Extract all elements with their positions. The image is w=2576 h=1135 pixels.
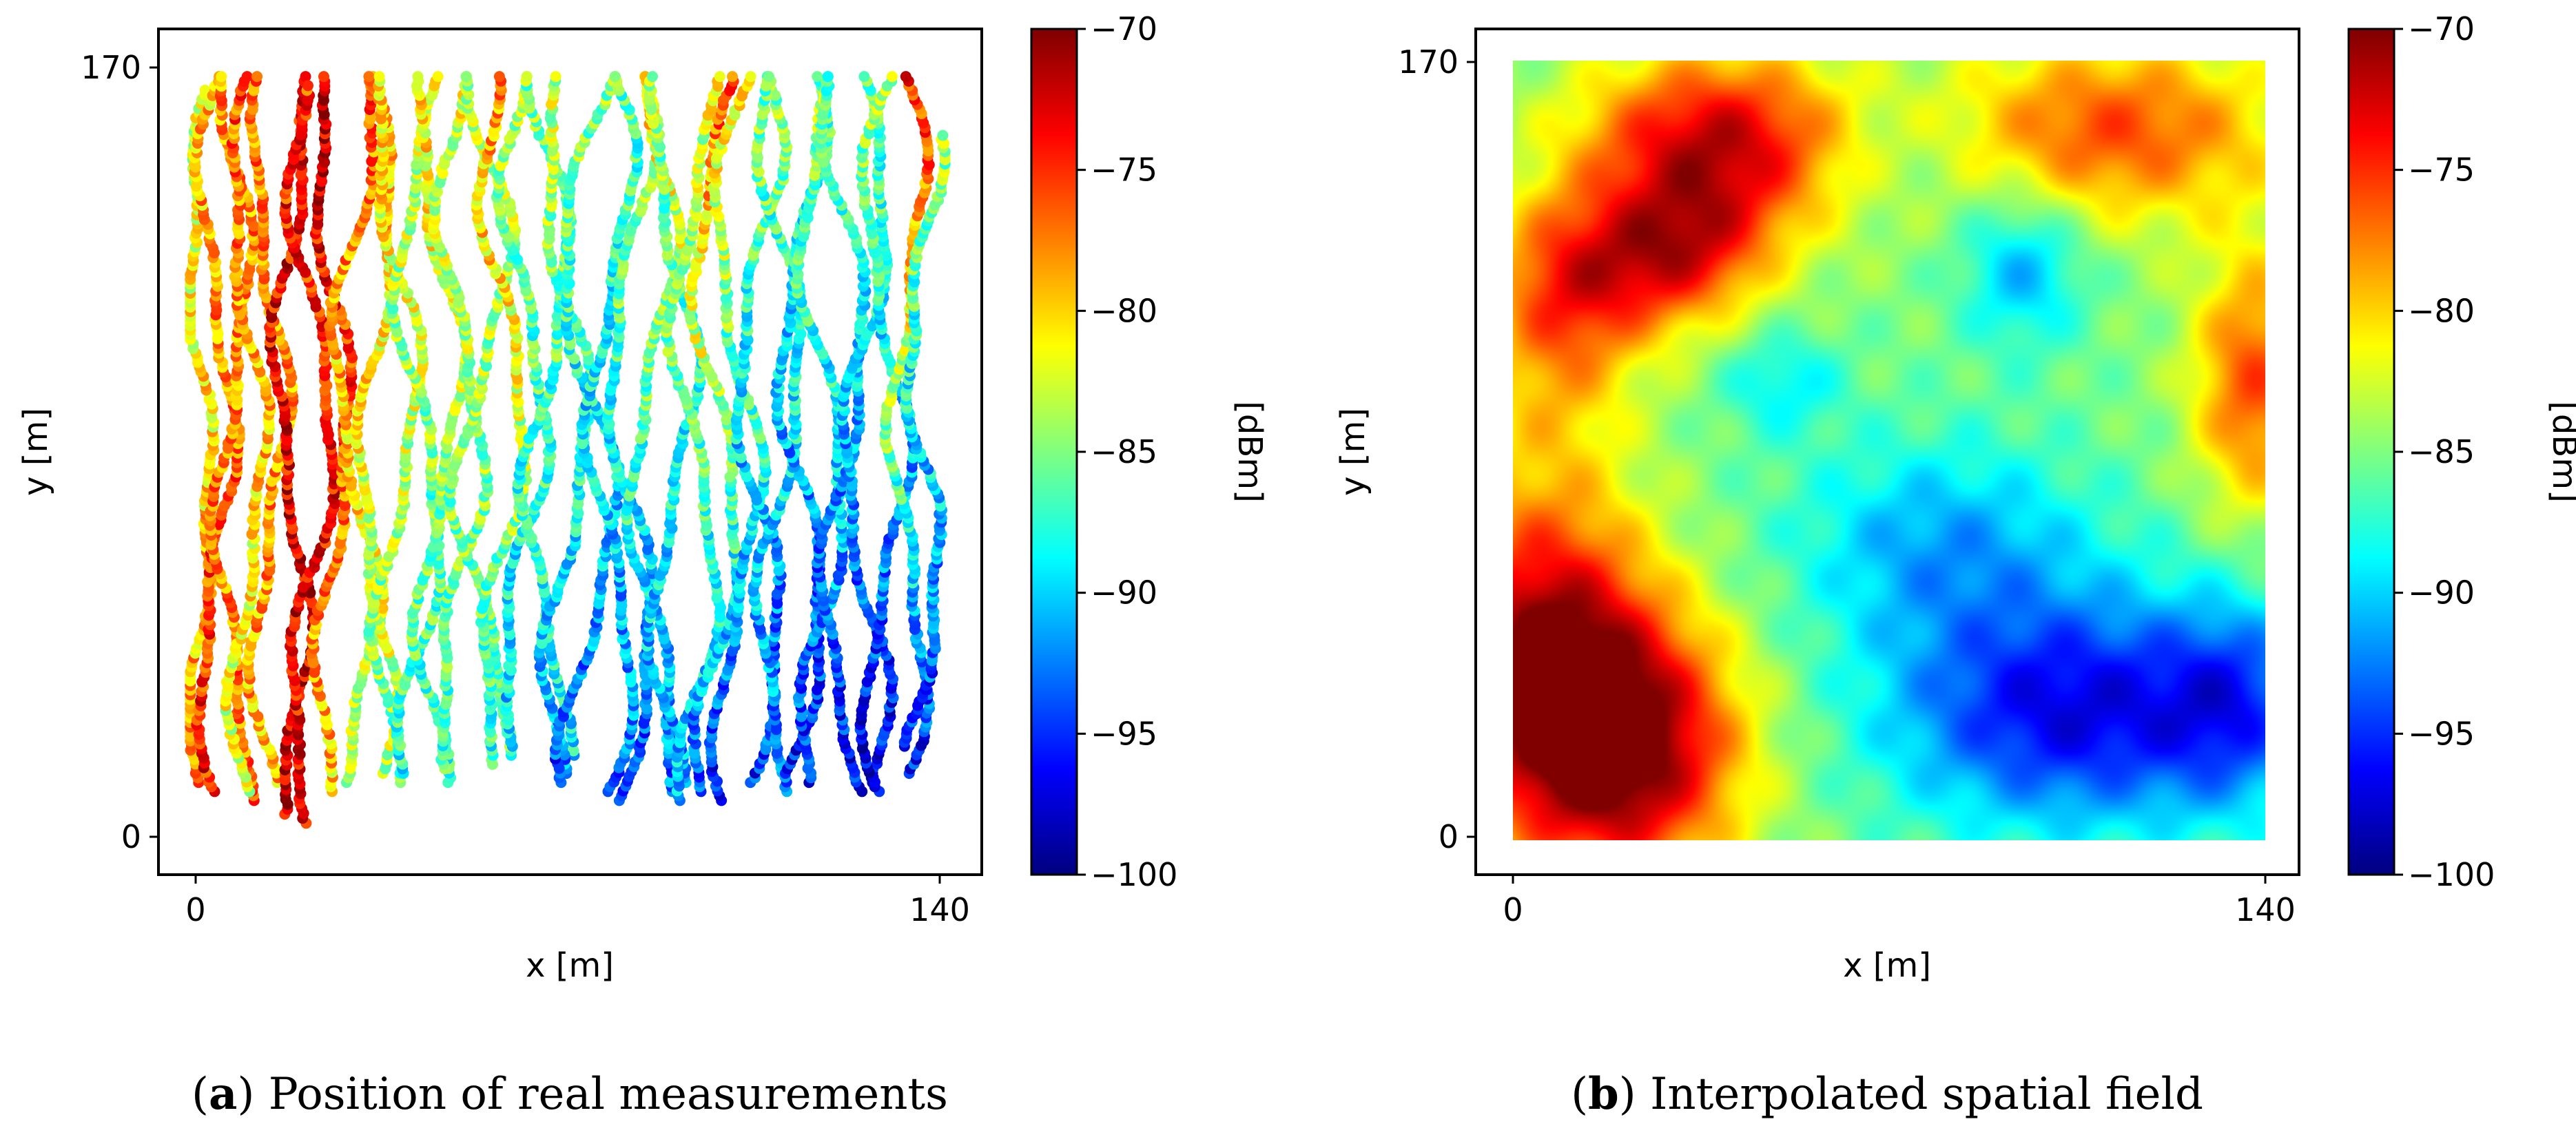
scatter-point <box>318 71 329 83</box>
scatter-point <box>302 80 313 92</box>
scatter-points <box>185 71 951 829</box>
scatter-point <box>763 71 774 83</box>
scatter-point <box>822 71 834 83</box>
scatter-point <box>550 71 561 83</box>
scatter-point <box>412 71 424 83</box>
scatter-point <box>858 71 870 83</box>
scatter-point <box>745 71 756 83</box>
scatter-point <box>647 71 658 83</box>
scatter-point <box>714 71 725 83</box>
scatter-point <box>363 71 375 83</box>
scatter-point <box>373 71 385 83</box>
panel-a: 0 140 0 170 x [m] y [m] −100−95−90−85−80… <box>17 10 1269 1120</box>
scatter-point <box>493 71 505 83</box>
scatter-point <box>727 71 738 83</box>
scatter-point <box>812 71 823 83</box>
scatter-point <box>521 71 533 83</box>
scatter-point <box>609 71 621 83</box>
scatter-point <box>251 71 263 83</box>
scatter-point <box>216 71 227 83</box>
scatter-point <box>241 71 253 83</box>
scatter-point <box>432 71 444 83</box>
scatter-point <box>199 84 211 96</box>
scatter-point <box>300 71 311 83</box>
scatter-point <box>460 71 472 83</box>
